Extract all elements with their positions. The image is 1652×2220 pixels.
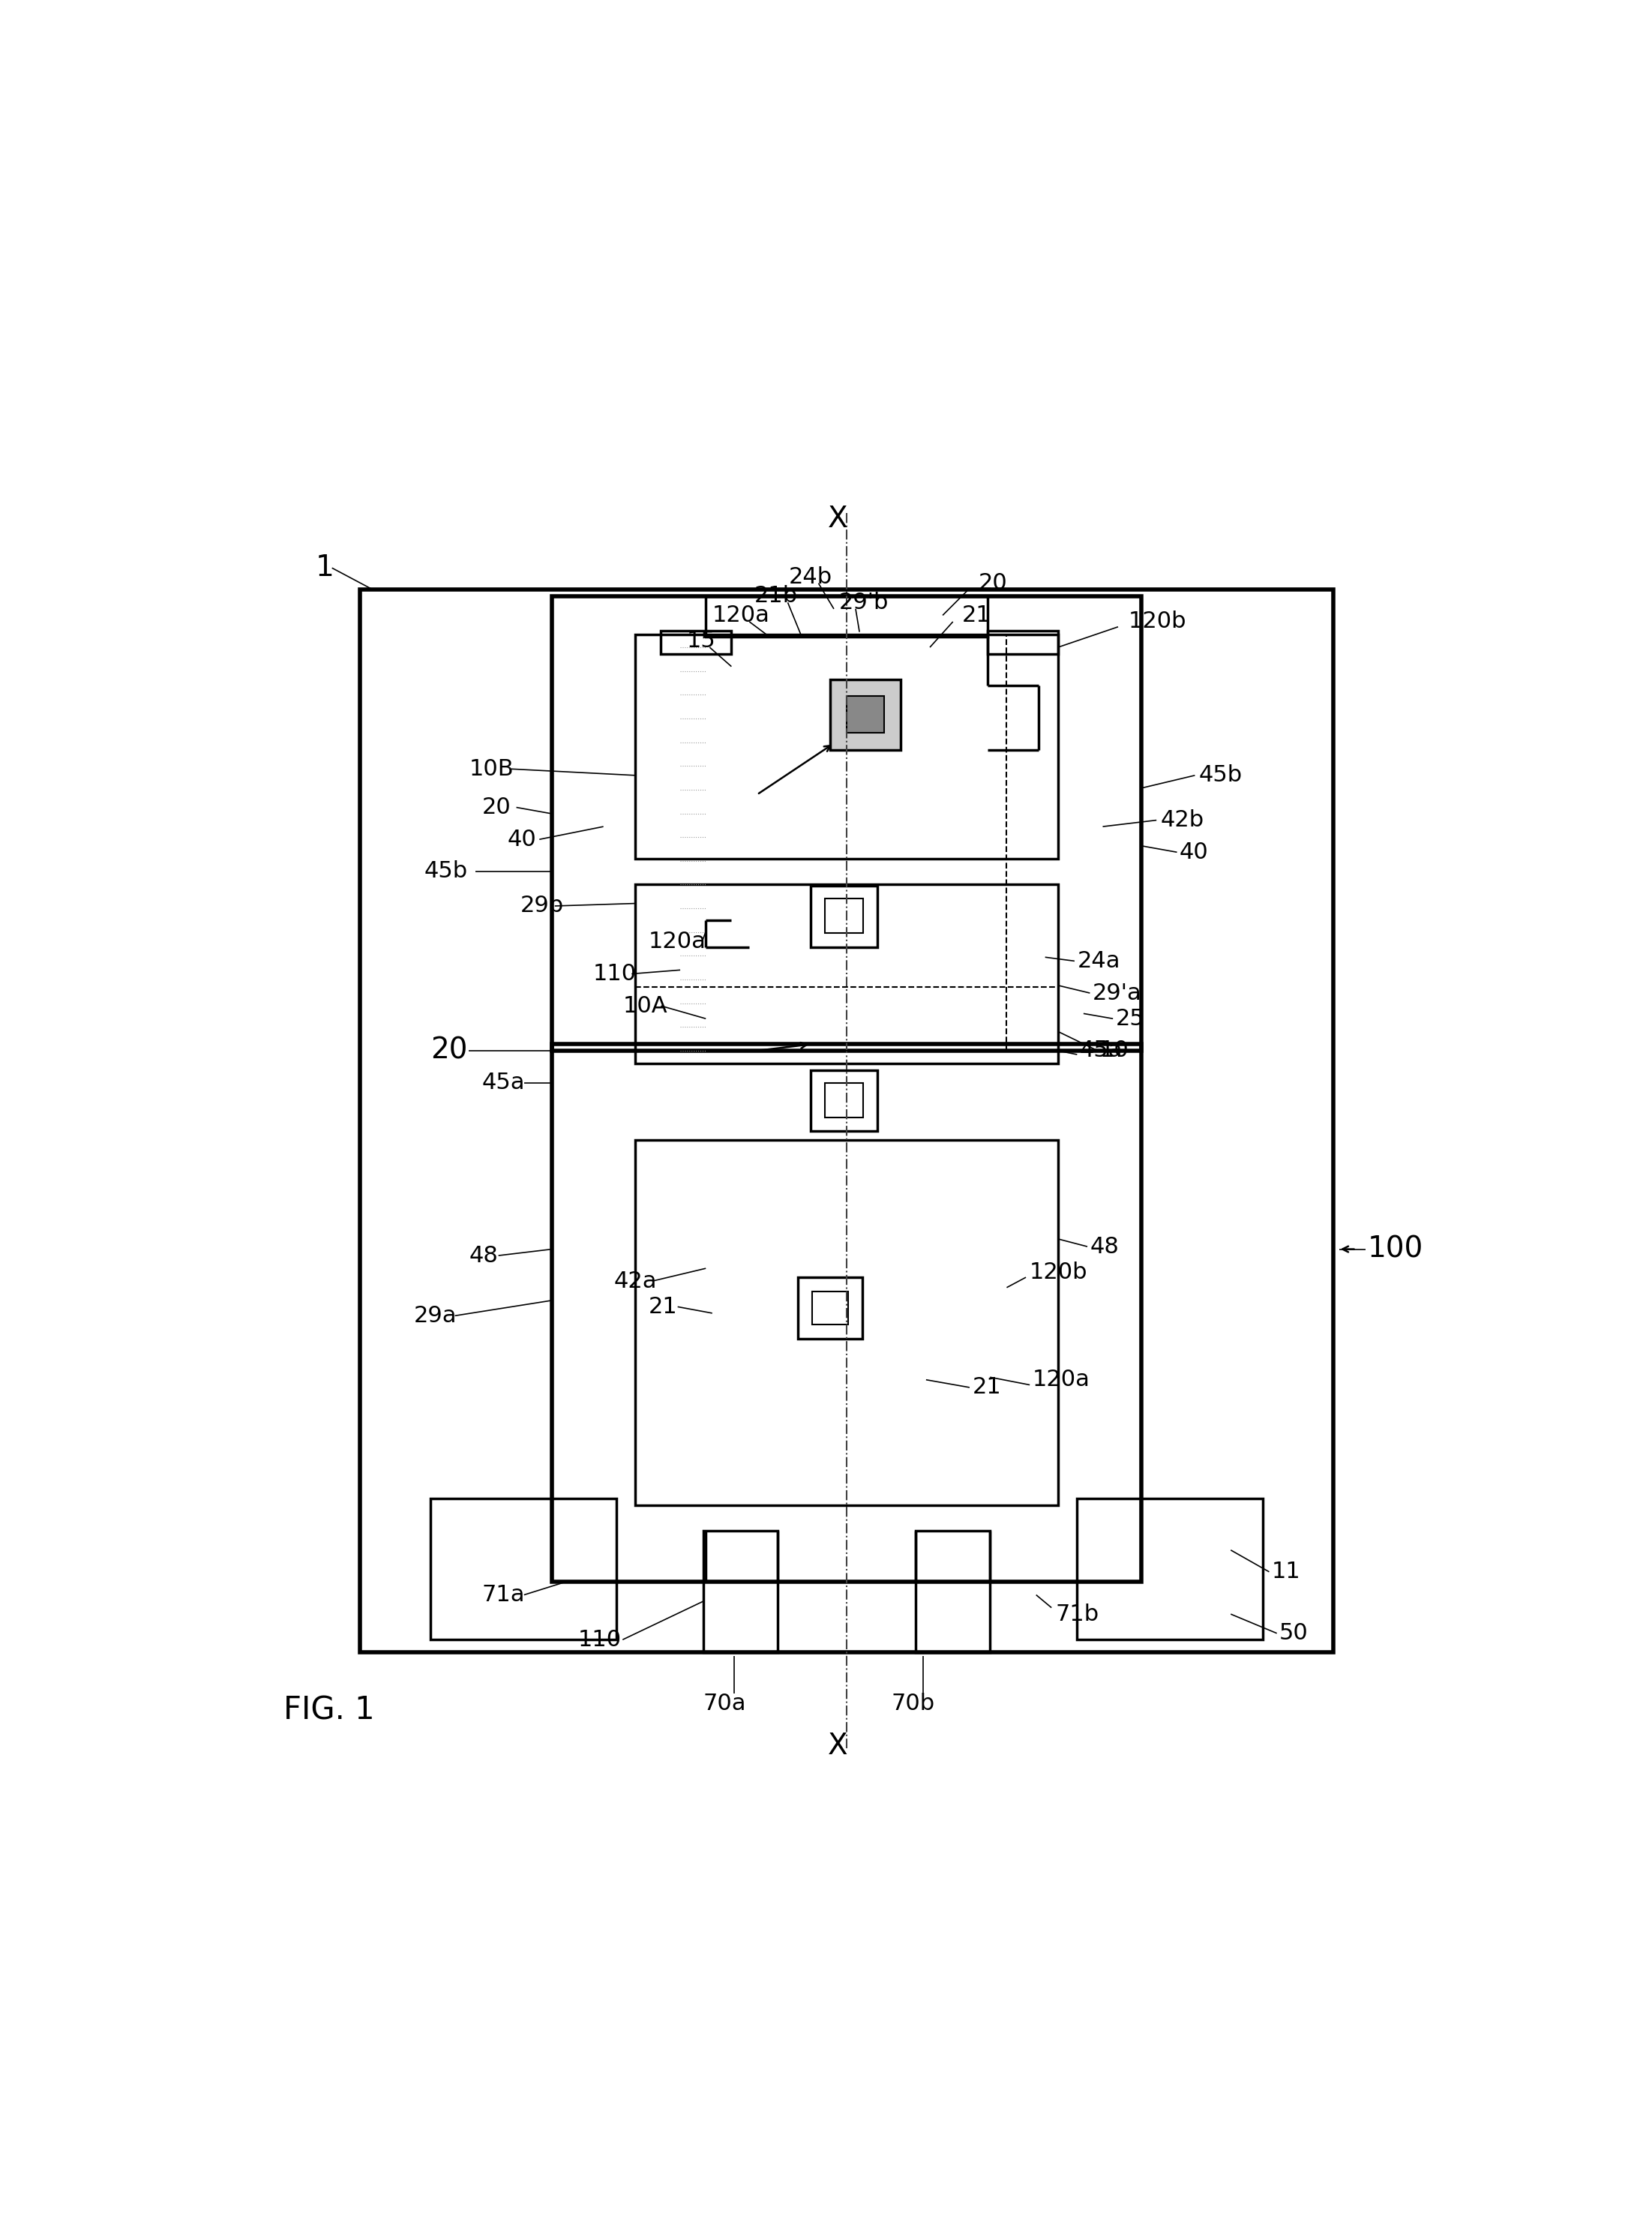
Bar xyxy=(704,1532,778,1652)
Text: 10: 10 xyxy=(1100,1039,1130,1061)
Text: 24b: 24b xyxy=(790,566,833,588)
Bar xyxy=(552,597,1142,1050)
Bar xyxy=(705,597,988,637)
Bar xyxy=(813,1292,847,1325)
Text: 24a: 24a xyxy=(1077,950,1120,972)
Text: 100: 100 xyxy=(1368,1234,1424,1263)
Text: 110: 110 xyxy=(593,963,636,986)
Bar xyxy=(636,1141,1057,1505)
Bar xyxy=(988,630,1057,653)
Bar xyxy=(552,1043,1142,1583)
Bar xyxy=(431,1499,616,1641)
Text: 70b: 70b xyxy=(892,1694,935,1714)
Text: 45a: 45a xyxy=(482,1072,525,1094)
Bar xyxy=(811,1070,877,1132)
Text: 29'b: 29'b xyxy=(839,591,889,613)
Text: 70a: 70a xyxy=(704,1694,747,1714)
Text: 20: 20 xyxy=(482,797,510,819)
Text: 71a: 71a xyxy=(482,1585,525,1605)
Text: 50: 50 xyxy=(1279,1623,1308,1645)
Text: X: X xyxy=(828,1732,847,1760)
Bar xyxy=(846,697,884,733)
Text: 20: 20 xyxy=(978,573,1008,595)
Bar xyxy=(661,630,732,653)
Bar xyxy=(798,1276,862,1339)
Text: 10A: 10A xyxy=(623,995,667,1017)
Text: FIG. 1: FIG. 1 xyxy=(284,1694,375,1725)
Text: 45b: 45b xyxy=(425,861,468,881)
Text: 48: 48 xyxy=(1090,1237,1118,1257)
Text: X: X xyxy=(828,504,847,533)
Text: 25: 25 xyxy=(1115,1008,1145,1030)
Bar xyxy=(360,591,1333,1652)
Text: 120a: 120a xyxy=(712,604,770,626)
Text: 120a: 120a xyxy=(1032,1370,1090,1390)
Bar xyxy=(1077,1499,1262,1641)
Text: 29a: 29a xyxy=(415,1305,458,1328)
Bar xyxy=(636,635,1057,859)
Text: 20: 20 xyxy=(431,1037,468,1066)
Bar xyxy=(811,886,877,948)
Text: 29b: 29b xyxy=(520,895,563,917)
Text: 45a: 45a xyxy=(1080,1039,1123,1061)
Bar xyxy=(915,1532,990,1652)
Text: 110: 110 xyxy=(578,1629,621,1652)
Text: 21b: 21b xyxy=(755,586,798,606)
Bar xyxy=(824,899,864,932)
Text: 21: 21 xyxy=(648,1296,677,1319)
Text: 48: 48 xyxy=(469,1245,499,1265)
Text: 29'a: 29'a xyxy=(1092,981,1142,1003)
Bar xyxy=(824,1083,864,1117)
Text: 40: 40 xyxy=(1180,841,1209,864)
Text: 15: 15 xyxy=(687,630,715,653)
Text: 40: 40 xyxy=(507,828,537,850)
Bar xyxy=(636,884,1057,1063)
Text: 45b: 45b xyxy=(1199,764,1242,786)
Text: 11: 11 xyxy=(1272,1561,1300,1583)
Text: 21: 21 xyxy=(961,604,991,626)
Text: 120b: 120b xyxy=(1029,1261,1089,1283)
Text: 120b: 120b xyxy=(1128,611,1186,633)
Bar xyxy=(829,679,900,750)
Text: 42a: 42a xyxy=(613,1270,657,1292)
Text: 71b: 71b xyxy=(1056,1603,1099,1625)
Text: 120a: 120a xyxy=(648,930,705,952)
Text: 10B: 10B xyxy=(469,757,514,779)
Text: 1: 1 xyxy=(316,553,334,582)
Text: 42b: 42b xyxy=(1160,810,1204,830)
Text: 21: 21 xyxy=(971,1376,1001,1399)
